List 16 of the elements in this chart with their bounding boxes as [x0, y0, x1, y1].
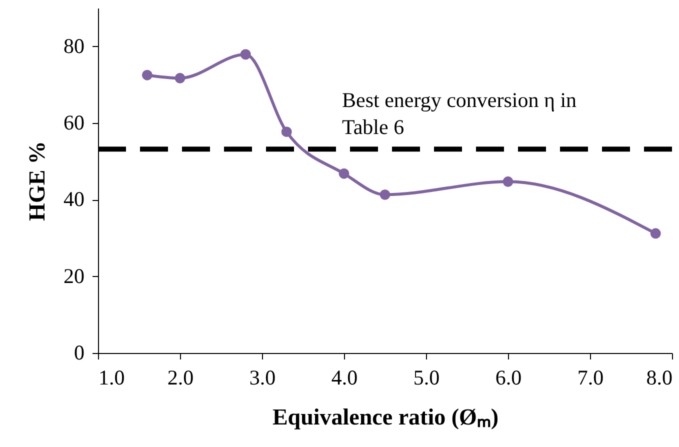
x-tick-label: 5.0 — [413, 366, 440, 390]
x-tick-label: 3.0 — [249, 366, 276, 390]
x-tick-label: 2.0 — [167, 366, 194, 390]
y-axis-title: HGE % — [24, 141, 50, 221]
x-tick-label: 6.0 — [495, 366, 522, 390]
x-tick-label: 8.0 — [646, 366, 672, 390]
x-tick-label: 1.0 — [98, 366, 125, 390]
ref-line-label: Best energy conversion η in Table 6 — [342, 88, 578, 140]
y-tick-label: 80 — [64, 34, 84, 58]
y-tick-label: 60 — [64, 110, 84, 134]
y-tick-label: 40 — [64, 187, 84, 212]
y-tick-label: 0 — [74, 340, 84, 364]
x-tick-label: 4.0 — [331, 366, 358, 390]
x-axis-title: Equivalence ratio (Øₘ) — [272, 404, 499, 430]
x-tick-label: 7.0 — [577, 366, 604, 390]
y-tick-label: 20 — [64, 264, 84, 288]
